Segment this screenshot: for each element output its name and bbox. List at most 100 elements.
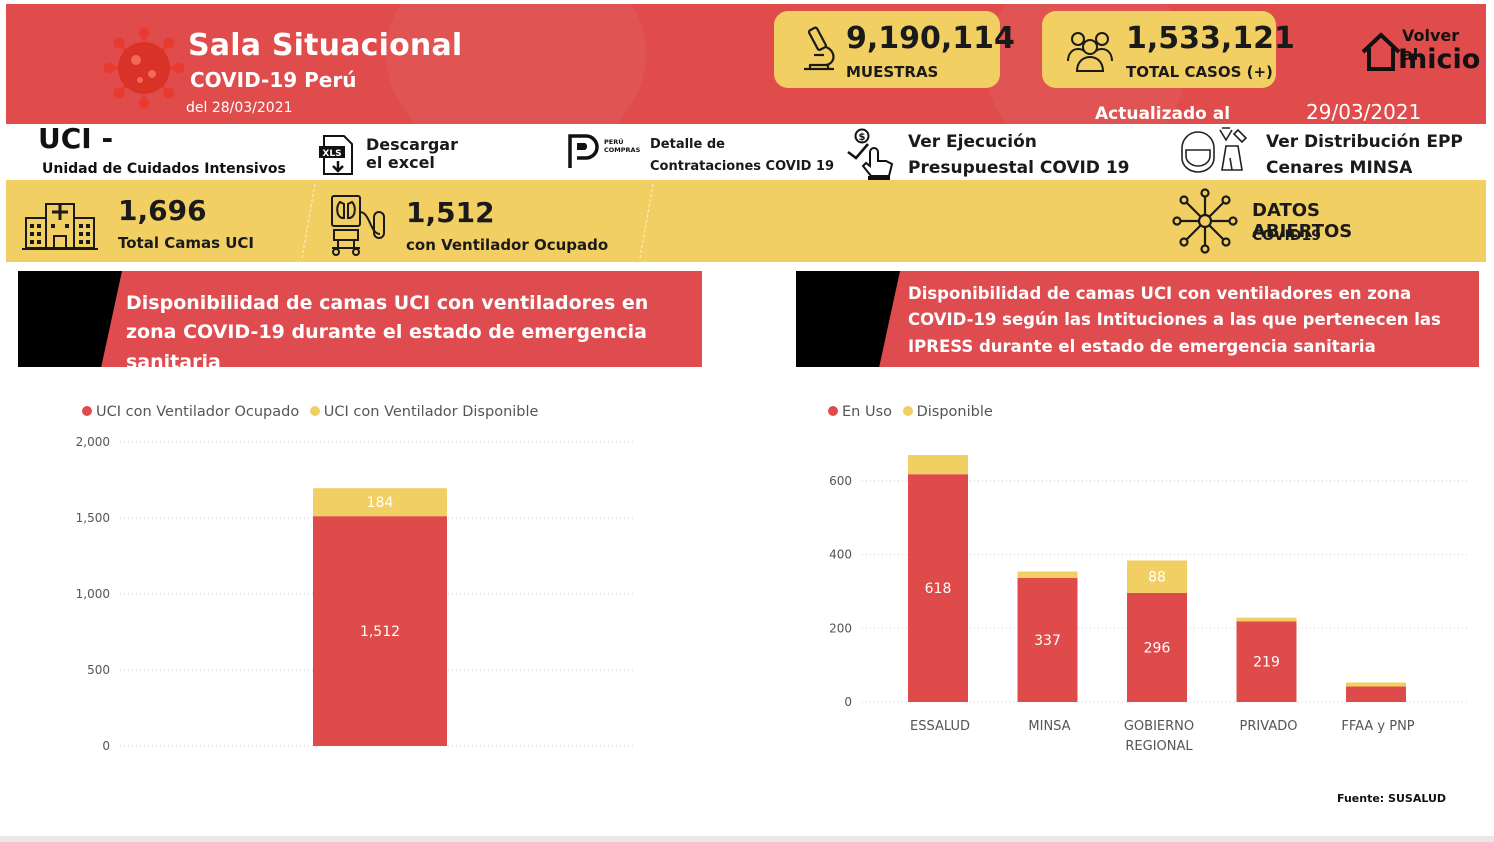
budget-hand-click-icon: $ [847, 128, 894, 180]
xls-icon-text: XLS [322, 149, 341, 159]
bar-segment [1127, 592, 1187, 702]
kpi-total-casos: 1,533,121 TOTAL CASOS (+) [1042, 11, 1295, 88]
epp-link-label-2: Cenares MINSA [1266, 157, 1413, 178]
legend-label: UCI con Ventilador Disponible [323, 404, 539, 420]
data-label: 184 [367, 495, 394, 511]
muestras-value: 9,190,114 [846, 21, 1015, 56]
banner-black-tab [18, 271, 122, 367]
distribucion-epp-link[interactable]: Ver Distribución EPP Cenares MINSA [1176, 126, 1476, 182]
bar-segment [1127, 560, 1187, 593]
updated-label: Actualizado al [1095, 104, 1231, 124]
excel-link-label-1: Descargar [366, 135, 458, 154]
bar-segment [908, 474, 968, 702]
datos-abiertos-title: DATOS ABIERTOS [1252, 200, 1353, 242]
data-label: 219 [1253, 655, 1280, 671]
legend-label: Disponible [916, 404, 993, 420]
chart-right-banner: Disponibilidad de camas UCI con ventilad… [796, 271, 1479, 367]
y-tick-label: 1,000 [76, 587, 110, 601]
volver-inicio-button[interactable]: Volver al Inicio [1358, 24, 1480, 80]
compras-link-label-2: Contrataciones COVID 19 [650, 159, 835, 175]
coronavirus-icon [104, 28, 184, 108]
muestras-label: MUESTRAS [846, 63, 939, 81]
kpi-muestras: 9,190,114 MUESTRAS [774, 11, 1015, 88]
casos-value: 1,533,121 [1126, 21, 1295, 56]
report-date: del 28/03/2021 [186, 100, 293, 116]
page-subtitle: COVID-19 Perú [190, 68, 357, 92]
datos-abiertos-subtitle: COVID19 [1252, 228, 1321, 244]
updated-date: 29/03/2021 [1306, 100, 1422, 124]
legend-dot [902, 406, 913, 416]
page-title: Sala Situacional [188, 28, 463, 63]
bar-segment [1346, 686, 1406, 702]
ventilador-ocupado-value: 1,512 [406, 196, 495, 229]
bar-segment [908, 455, 968, 475]
ppe-equipment-icon [1181, 127, 1248, 173]
legend-item[interactable]: En Uso [828, 404, 892, 420]
bar-segment [1236, 621, 1297, 702]
chart-left-legend: UCI con Ventilador Ocupado UCI con Venti… [82, 404, 544, 420]
x-tick-label: MINSA [1028, 719, 1070, 734]
compras-link-label-1: Detalle de [650, 137, 725, 152]
ejecucion-link-label-2: Presupuestal COVID 19 [908, 157, 1130, 178]
chart-right-legend: En Uso Disponible [828, 404, 999, 420]
x-tick-label: GOBIERNO [1124, 719, 1194, 734]
network-hub-icon [1172, 188, 1238, 254]
bottom-scrollbar[interactable] [0, 836, 1494, 842]
data-label: 88 [1148, 570, 1166, 586]
data-label: 337 [1034, 633, 1061, 649]
stats-band: 1,696 Total Camas UCI 1,512 con Ventilad… [6, 180, 1486, 262]
decorative-virus-shape [386, 4, 646, 124]
y-tick-label: 2,000 [76, 435, 110, 449]
section-title: UCI - [38, 122, 114, 155]
y-tick-label: 500 [87, 663, 110, 677]
hospital-icon [22, 203, 98, 250]
people-group-icon [1067, 32, 1113, 72]
data-label: 618 [925, 581, 952, 597]
x-tick-label: REGIONAL [1125, 739, 1193, 754]
legend-item[interactable]: UCI con Ventilador Disponible [309, 404, 539, 420]
y-tick-label: 1,500 [76, 511, 110, 525]
x-tick-label: ESSALUD [910, 719, 970, 734]
legend-item[interactable]: UCI con Ventilador Ocupado [82, 404, 299, 420]
x-tick-label: FFAA y PNP [1341, 719, 1414, 734]
peru-compras-logo-text: PERÚ [604, 137, 624, 146]
y-tick-label: 400 [829, 548, 852, 562]
ejecucion-presupuestal-link[interactable]: $ Ver Ejecución Presupuestal COVID 19 [846, 126, 1130, 182]
legend-label: UCI con Ventilador Ocupado [96, 404, 300, 420]
peru-compras-logo-text: COMPRAS [604, 146, 641, 154]
chart-left-banner: Disponibilidad de camas UCI con ventilad… [18, 271, 702, 367]
bar-segment [313, 488, 447, 517]
y-tick-label: 0 [844, 695, 852, 709]
total-camas-label: Total Camas UCI [118, 234, 255, 252]
home-icon [1361, 32, 1401, 71]
section-subtitle: Unidad de Cuidados Intensivos [42, 161, 286, 177]
contrataciones-covid-link[interactable]: PERÚ COMPRAS Detalle de Contrataciones C… [564, 128, 834, 174]
legend-item[interactable]: Disponible [902, 404, 993, 420]
chart-right-plot: 0 200 400 600 618 ESSALUD 337 MINSA 296 88 GOBIERN… [829, 455, 1470, 754]
y-tick-label: 200 [829, 621, 852, 635]
bar-segment [1236, 617, 1297, 622]
data-label: 296 [1144, 640, 1171, 656]
legend-dot [309, 406, 320, 416]
bar-segment [1346, 682, 1406, 687]
banner-black-tab [796, 271, 900, 367]
band-divider [639, 184, 654, 258]
inicio-label: Inicio [1398, 44, 1481, 75]
descargar-excel-link[interactable]: XLS Descargar el excel [318, 130, 468, 178]
epp-link-label-1: Ver Distribución EPP [1266, 132, 1463, 152]
ventilador-ocupado-label: con Ventilador Ocupado [406, 236, 609, 254]
bar-segment [1017, 571, 1078, 578]
datos-abiertos-link[interactable]: DATOS ABIERTOS COVID19 [1172, 188, 1372, 256]
microscope-icon [804, 26, 835, 71]
ventilator-icon [331, 195, 385, 256]
total-camas-value: 1,696 [118, 194, 207, 227]
bar-segment [313, 516, 447, 746]
bar-segment [1017, 577, 1078, 702]
chart-left-title: Disponibilidad de camas UCI con ventilad… [126, 292, 649, 367]
svg-text:$: $ [859, 132, 866, 143]
volver-label: Volver al [1402, 26, 1460, 64]
legend-label: En Uso [842, 404, 892, 420]
data-label: 1,512 [360, 624, 400, 640]
excel-download-icon: XLS [319, 135, 353, 175]
excel-link-label-2: el excel [366, 152, 435, 172]
